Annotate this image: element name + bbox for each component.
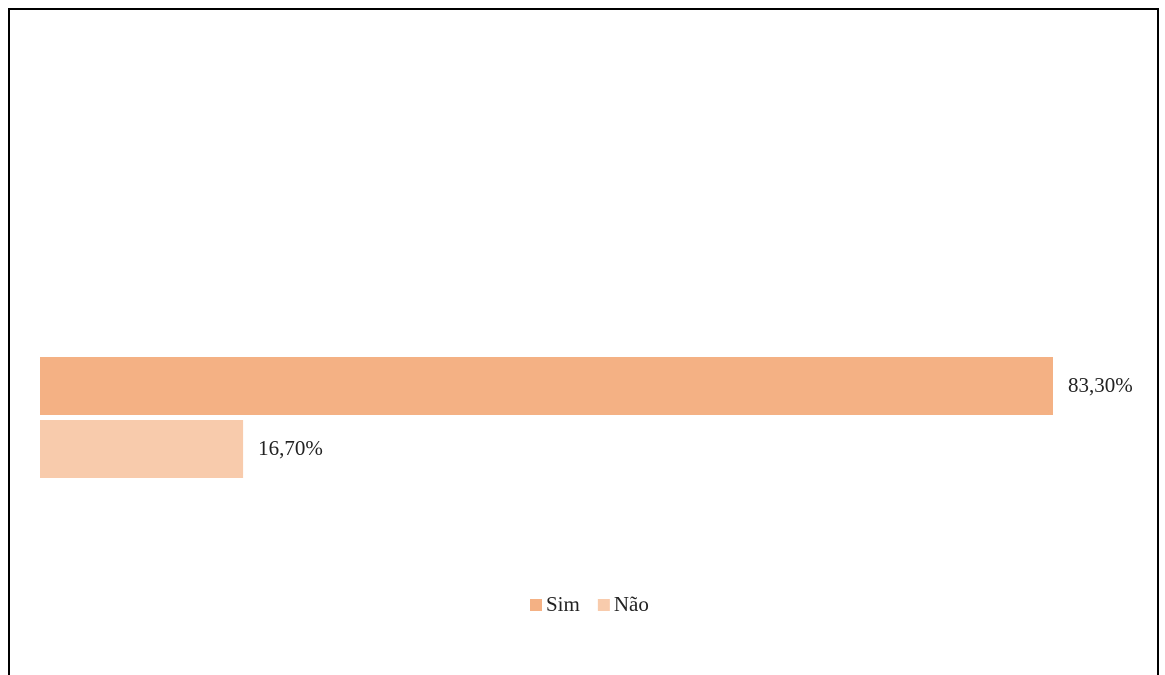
bar bbox=[40, 420, 244, 478]
legend-label: Sim bbox=[546, 592, 580, 616]
chart-frame bbox=[8, 8, 1159, 675]
legend-swatch bbox=[530, 599, 542, 611]
legend-label: Não bbox=[614, 592, 649, 616]
data-label: 16,70% bbox=[258, 436, 323, 460]
legend-swatch bbox=[597, 599, 610, 611]
bar bbox=[40, 357, 1053, 415]
data-label: 83,30% bbox=[1068, 373, 1133, 397]
